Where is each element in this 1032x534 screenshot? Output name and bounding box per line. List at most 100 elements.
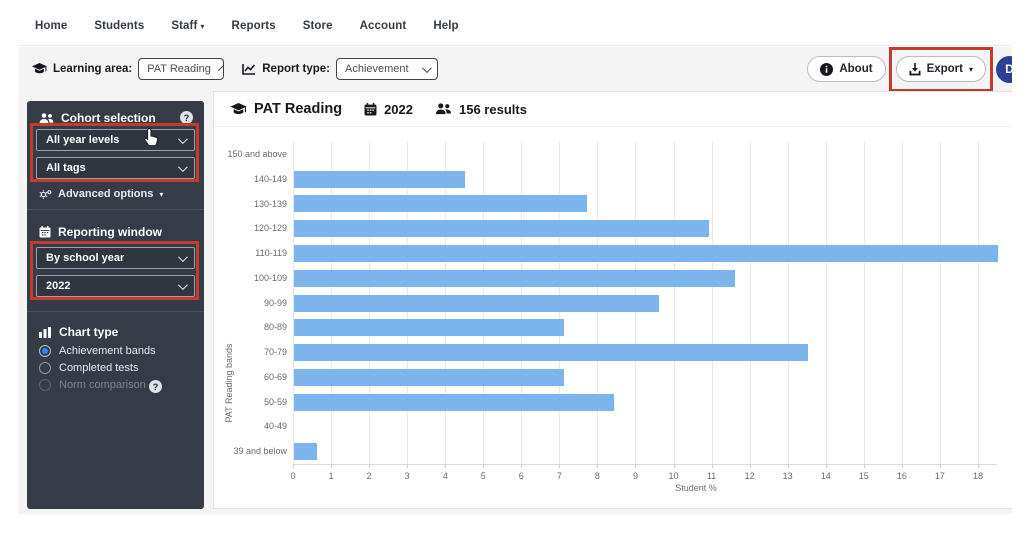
nav-item-staff[interactable]: Staff ▾ xyxy=(171,19,205,32)
export-button[interactable]: Export ▾ xyxy=(895,56,986,82)
y-category-label: 110-119 xyxy=(255,248,287,259)
report-type-label: Report type: xyxy=(262,63,330,75)
x-tick-label: 9 xyxy=(632,471,638,481)
x-tick-label: 18 xyxy=(972,471,983,481)
cohort-help-icon[interactable]: ? xyxy=(180,111,193,124)
radio-selected-icon xyxy=(39,345,51,357)
chart-bar[interactable] xyxy=(294,220,709,238)
y-category-label: 150 and above xyxy=(227,149,287,159)
norm-comparison-help-icon[interactable]: ? xyxy=(149,380,162,393)
y-category-label: 130-139 xyxy=(253,198,287,209)
caret-down-icon: ▾ xyxy=(159,189,164,199)
chart-bar[interactable] xyxy=(294,393,614,411)
axis-tick xyxy=(635,464,637,468)
x-tick-label: 15 xyxy=(858,471,869,481)
chart-bar[interactable] xyxy=(294,443,317,461)
gridline xyxy=(863,142,865,464)
users-icon xyxy=(39,112,54,123)
axis-tick xyxy=(711,464,713,468)
graduation-cap-icon xyxy=(230,102,247,114)
gridline xyxy=(673,142,675,464)
axis-tick xyxy=(749,464,751,468)
advanced-options-toggle[interactable]: Advanced options ▾ xyxy=(39,188,163,200)
page-background: Learning area: PAT Reading Report type: … xyxy=(18,47,1012,514)
tags-select[interactable]: All tags xyxy=(36,157,195,179)
report-title: PAT Reading xyxy=(254,101,343,117)
y-category-label: 60-69 xyxy=(263,371,287,382)
window-mode-select[interactable]: By school year xyxy=(36,247,195,269)
radio-disabled-icon xyxy=(39,379,51,391)
report-panel: PAT Reading 2022 156 results PAT Reading… xyxy=(213,91,1012,509)
y-category-label: 120-129 xyxy=(253,223,287,234)
chart-bar[interactable] xyxy=(294,368,565,386)
top-navbar: Home Students Staff ▾ Reports Store Accou… xyxy=(18,6,1012,46)
x-tick-label: 14 xyxy=(820,471,831,481)
chart-bar[interactable] xyxy=(294,244,998,262)
line-chart-icon xyxy=(242,64,256,75)
x-tick-label: 6 xyxy=(518,471,524,481)
x-tick-label: 2 xyxy=(366,471,372,481)
y-category-label: 39 and below xyxy=(233,446,287,457)
axis-tick xyxy=(977,464,979,468)
nav-item-help[interactable]: Help xyxy=(433,19,459,32)
gridline xyxy=(711,142,713,464)
graduation-cap-icon xyxy=(32,63,47,74)
report-results-count: 156 results xyxy=(459,101,527,117)
report-year: 2022 xyxy=(384,101,413,117)
x-tick-label: 11 xyxy=(706,471,717,481)
x-tick-label: 16 xyxy=(896,471,907,481)
gridline xyxy=(825,142,827,464)
chevron-down-icon xyxy=(421,62,432,73)
x-tick-label: 13 xyxy=(782,471,793,481)
x-axis-title: Student % xyxy=(675,483,717,493)
gridline xyxy=(901,142,903,464)
bar-chart-icon xyxy=(39,326,51,338)
chart-bar[interactable] xyxy=(294,170,466,188)
axis-tick xyxy=(901,464,903,468)
chart-bar[interactable] xyxy=(294,319,565,337)
calendar-icon xyxy=(364,102,377,115)
chevron-down-icon xyxy=(177,279,188,290)
y-category-label: 80-89 xyxy=(263,322,287,333)
sidebar-filters: Cohort selection ? All year levels All t… xyxy=(27,101,204,509)
axis-tick xyxy=(407,464,409,468)
chart-type-option-achievement-bands[interactable]: Achievement bands xyxy=(39,345,156,357)
x-tick-label: 10 xyxy=(668,471,679,481)
profile-avatar[interactable]: D xyxy=(996,55,1012,83)
x-tick-label: 17 xyxy=(934,471,945,481)
chevron-down-icon xyxy=(177,161,188,172)
download-icon xyxy=(909,62,921,75)
learning-area-select[interactable]: PAT Reading xyxy=(138,58,225,80)
nav-item-account[interactable]: Account xyxy=(359,19,407,32)
x-axis-line xyxy=(293,464,997,465)
y-category-label: 50-59 xyxy=(263,396,287,407)
nav-item-store[interactable]: Store xyxy=(302,19,333,32)
chart-bar[interactable] xyxy=(294,344,808,362)
report-type-select[interactable]: Achievement xyxy=(335,58,438,80)
chart-type-header: Chart type xyxy=(39,325,118,339)
x-tick-label: 12 xyxy=(744,471,755,481)
axis-tick xyxy=(445,464,447,468)
chart-bar[interactable] xyxy=(294,269,736,287)
nav-item-reports[interactable]: Reports xyxy=(231,19,276,32)
chart-type-option-completed-tests[interactable]: Completed tests xyxy=(39,362,138,374)
chart-bar[interactable] xyxy=(294,294,660,312)
reporting-window-header: Reporting window xyxy=(39,225,162,239)
gears-icon xyxy=(39,189,52,199)
x-tick-label: 1 xyxy=(328,471,334,481)
axis-tick xyxy=(559,464,561,468)
chart-bar[interactable] xyxy=(294,195,588,213)
axis-tick xyxy=(825,464,827,468)
nav-item-home[interactable]: Home xyxy=(35,19,68,32)
x-tick-label: 5 xyxy=(480,471,486,481)
about-button[interactable]: About xyxy=(807,56,886,82)
nav-item-students[interactable]: Students xyxy=(94,19,145,32)
y-category-label: 100-109 xyxy=(253,272,287,283)
gridline xyxy=(977,142,979,464)
app-window: Home Students Staff ▾ Reports Store Accou… xyxy=(18,6,1012,514)
year-levels-select[interactable]: All year levels xyxy=(36,129,195,151)
y-category-label: 70-79 xyxy=(263,347,287,358)
window-year-select[interactable]: 2022 xyxy=(36,275,195,297)
axis-tick xyxy=(293,464,294,468)
chevron-down-icon xyxy=(217,64,224,71)
